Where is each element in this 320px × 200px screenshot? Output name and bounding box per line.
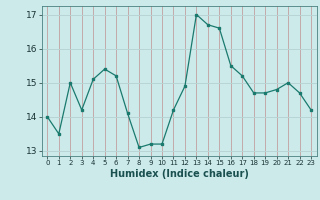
X-axis label: Humidex (Indice chaleur): Humidex (Indice chaleur) [110,169,249,179]
